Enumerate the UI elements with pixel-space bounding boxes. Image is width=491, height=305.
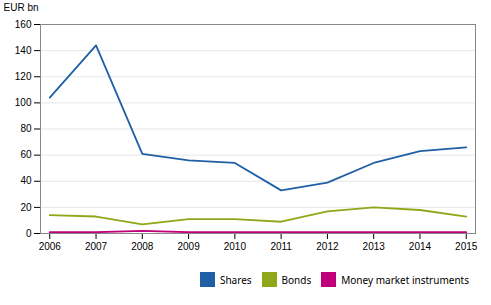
svg-text:2013: 2013 xyxy=(363,241,386,252)
svg-text:160: 160 xyxy=(15,19,32,30)
svg-text:100: 100 xyxy=(15,97,32,108)
svg-text:2012: 2012 xyxy=(316,241,339,252)
svg-text:2006: 2006 xyxy=(39,241,62,252)
svg-text:40: 40 xyxy=(20,175,32,186)
svg-text:20: 20 xyxy=(20,202,32,213)
svg-text:2008: 2008 xyxy=(131,241,154,252)
html-text:Shares: Shares xyxy=(219,272,252,287)
svg-text:0: 0 xyxy=(26,228,32,239)
svg-text:2009: 2009 xyxy=(177,241,200,252)
svg-text:120: 120 xyxy=(15,71,32,82)
svg-text:2010: 2010 xyxy=(224,241,247,252)
svg-text:2014: 2014 xyxy=(409,241,432,252)
svg-text:80: 80 xyxy=(20,123,32,134)
html-text:Money market instruments: Money market instruments xyxy=(341,272,469,287)
svg-text:2011: 2011 xyxy=(270,241,292,252)
svg-text:2007: 2007 xyxy=(85,241,108,252)
svg-text:60: 60 xyxy=(20,149,32,160)
svg-text:2015: 2015 xyxy=(455,241,478,252)
svg-text:140: 140 xyxy=(15,45,32,56)
svg-text:EUR bn: EUR bn xyxy=(4,2,39,13)
html-text:Bonds: Bonds xyxy=(281,272,312,287)
